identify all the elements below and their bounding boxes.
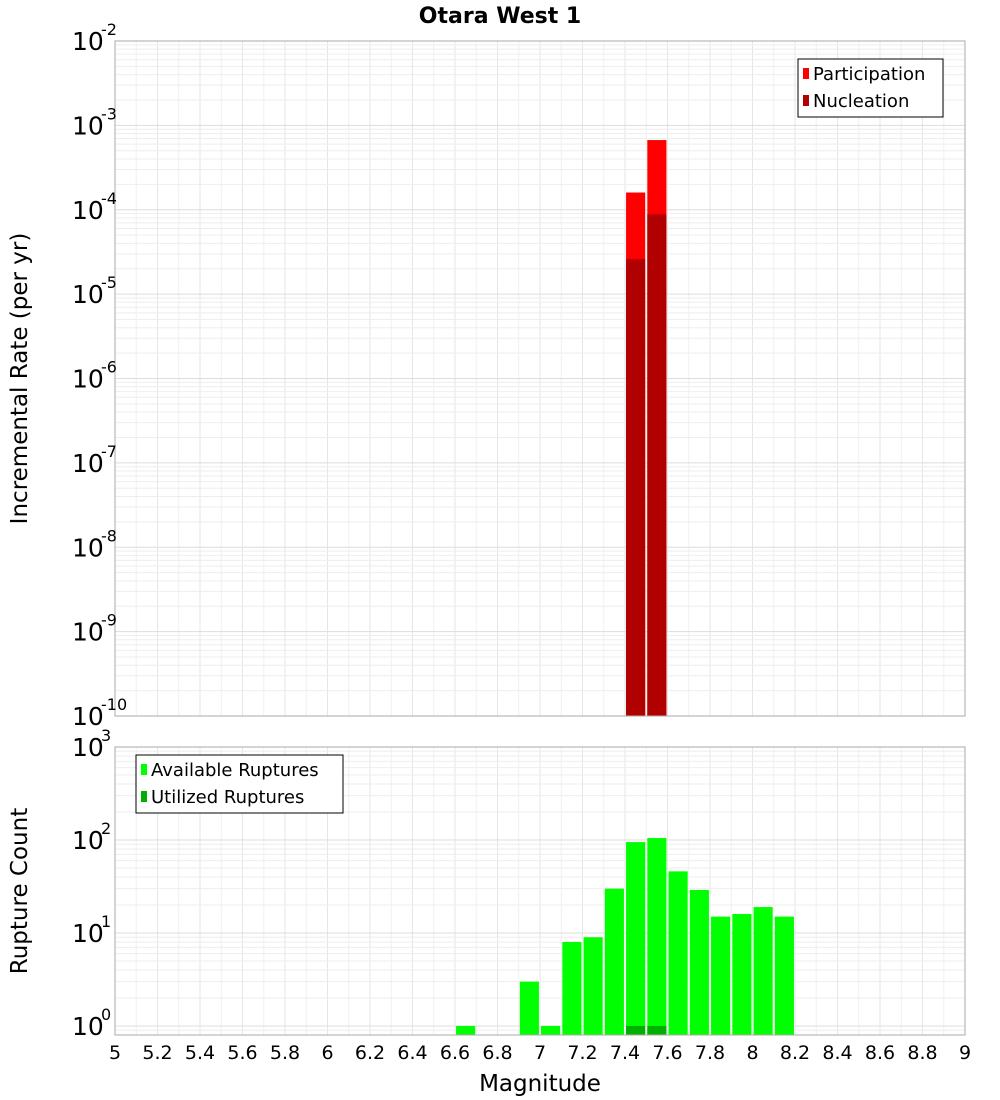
y-tick-exponent: -2 — [101, 20, 117, 39]
x-tick-label: 8.6 — [865, 1042, 895, 1064]
legend-label: Available Ruptures — [151, 760, 319, 781]
y-tick-label: 10 — [72, 919, 104, 948]
x-tick-label: 6 — [321, 1042, 333, 1064]
y-tick-exponent: -10 — [101, 695, 127, 714]
y-tick-exponent: -9 — [101, 611, 117, 630]
legend-swatch — [141, 764, 147, 775]
x-tick-label: 7.4 — [610, 1042, 640, 1064]
legend-swatch — [803, 95, 809, 106]
y-tick-label: 10 — [72, 618, 104, 647]
y-tick-exponent: 0 — [101, 1005, 111, 1024]
y-tick-label: 10 — [72, 196, 104, 225]
legend-swatch — [141, 791, 147, 802]
y-tick-label: 10 — [72, 280, 104, 309]
bar-available-ruptures — [456, 1025, 476, 1035]
legend-label: Nucleation — [813, 91, 909, 112]
bar-available-ruptures — [711, 916, 731, 1035]
bar-available-ruptures — [626, 842, 646, 1035]
bar-available-ruptures — [689, 889, 709, 1035]
x-tick-label: 8 — [746, 1042, 758, 1064]
y-tick-label: 10 — [72, 702, 104, 731]
legend: Available Ruptures Utilized Ruptures — [135, 754, 344, 814]
bar-available-ruptures — [519, 981, 539, 1035]
plot-border — [114, 746, 966, 1036]
y-tick-label: 10 — [72, 733, 104, 762]
y-tick-label: 10 — [72, 27, 104, 56]
bar-available-ruptures — [732, 914, 752, 1035]
x-tick-label: 8.8 — [907, 1042, 937, 1064]
y-tick-label: 10 — [72, 826, 104, 855]
bar-available-ruptures — [668, 871, 688, 1035]
y-tick-label: 10 — [72, 365, 104, 394]
y-tick-label: 10 — [72, 111, 104, 140]
chart-title: Otara West 1 — [419, 4, 581, 29]
x-tick-label: 5.2 — [142, 1042, 172, 1064]
x-tick-label: 8.4 — [822, 1042, 852, 1064]
legend-box — [135, 754, 344, 814]
y-tick-exponent: -5 — [101, 273, 117, 292]
x-tick-label: 5 — [109, 1042, 121, 1064]
x-tick-label: 6.2 — [355, 1042, 385, 1064]
y-axis-label: Rupture Count — [7, 808, 33, 974]
x-tick-label: 7.6 — [652, 1042, 682, 1064]
x-tick-label: 6.8 — [482, 1042, 512, 1064]
bar-available-ruptures — [541, 1025, 561, 1035]
x-axis-label: Magnitude — [479, 1071, 601, 1097]
y-tick-exponent: 3 — [101, 726, 111, 745]
y-tick-exponent: 1 — [101, 912, 111, 931]
y-tick-exponent: -4 — [101, 189, 117, 208]
legend-box — [797, 58, 944, 118]
y-tick-label: 10 — [72, 449, 104, 478]
x-tick-label: 6.4 — [397, 1042, 427, 1064]
bar-available-ruptures — [562, 942, 582, 1035]
x-tick-label: 5.4 — [185, 1042, 215, 1064]
legend-label: Participation — [813, 64, 925, 85]
x-tick-label: 8.2 — [780, 1042, 810, 1064]
x-tick-label: 7 — [534, 1042, 546, 1064]
y-tick-label: 10 — [72, 1012, 104, 1041]
bar-nucleation — [647, 214, 667, 717]
legend-swatch — [803, 68, 809, 79]
x-tick-label: 7.8 — [695, 1042, 725, 1064]
bar-utilized-ruptures — [626, 1025, 646, 1035]
y-tick-exponent: -8 — [101, 526, 117, 545]
bar-nucleation — [626, 259, 646, 716]
x-tick-label: 5.8 — [270, 1042, 300, 1064]
x-tick-label: 5.6 — [227, 1042, 257, 1064]
bar-available-ruptures — [753, 907, 773, 1035]
y-tick-exponent: -3 — [101, 104, 117, 123]
y-tick-exponent: 2 — [101, 819, 111, 838]
legend: Participation Nucleation — [797, 58, 944, 118]
plot-border — [114, 40, 966, 717]
bar-utilized-ruptures — [647, 1025, 667, 1035]
bar-available-ruptures — [647, 838, 667, 1035]
y-tick-exponent: -6 — [101, 358, 117, 377]
x-tick-label: 7.2 — [567, 1042, 597, 1064]
x-tick-label: 6.6 — [440, 1042, 470, 1064]
y-tick-exponent: -7 — [101, 442, 117, 461]
bar-available-ruptures — [774, 916, 794, 1035]
legend-label: Utilized Ruptures — [151, 787, 304, 808]
bar-available-ruptures — [604, 888, 624, 1035]
x-tick-label: 9 — [959, 1042, 971, 1064]
y-tick-label: 10 — [72, 533, 104, 562]
bar-available-ruptures — [583, 937, 603, 1035]
panel-1: 10-1010-910-810-710-610-510-410-310-2Inc… — [7, 4, 966, 731]
y-axis-label: Incremental Rate (per yr) — [7, 233, 33, 525]
